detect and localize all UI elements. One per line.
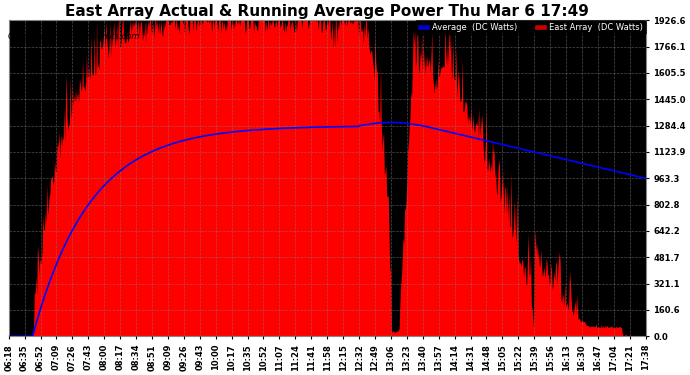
Text: Copyright 2014 Cartronics.com: Copyright 2014 Cartronics.com [8,32,139,41]
Title: East Array Actual & Running Average Power Thu Mar 6 17:49: East Array Actual & Running Average Powe… [66,4,589,19]
Legend: Average  (DC Watts), East Array  (DC Watts): Average (DC Watts), East Array (DC Watts… [415,20,646,34]
